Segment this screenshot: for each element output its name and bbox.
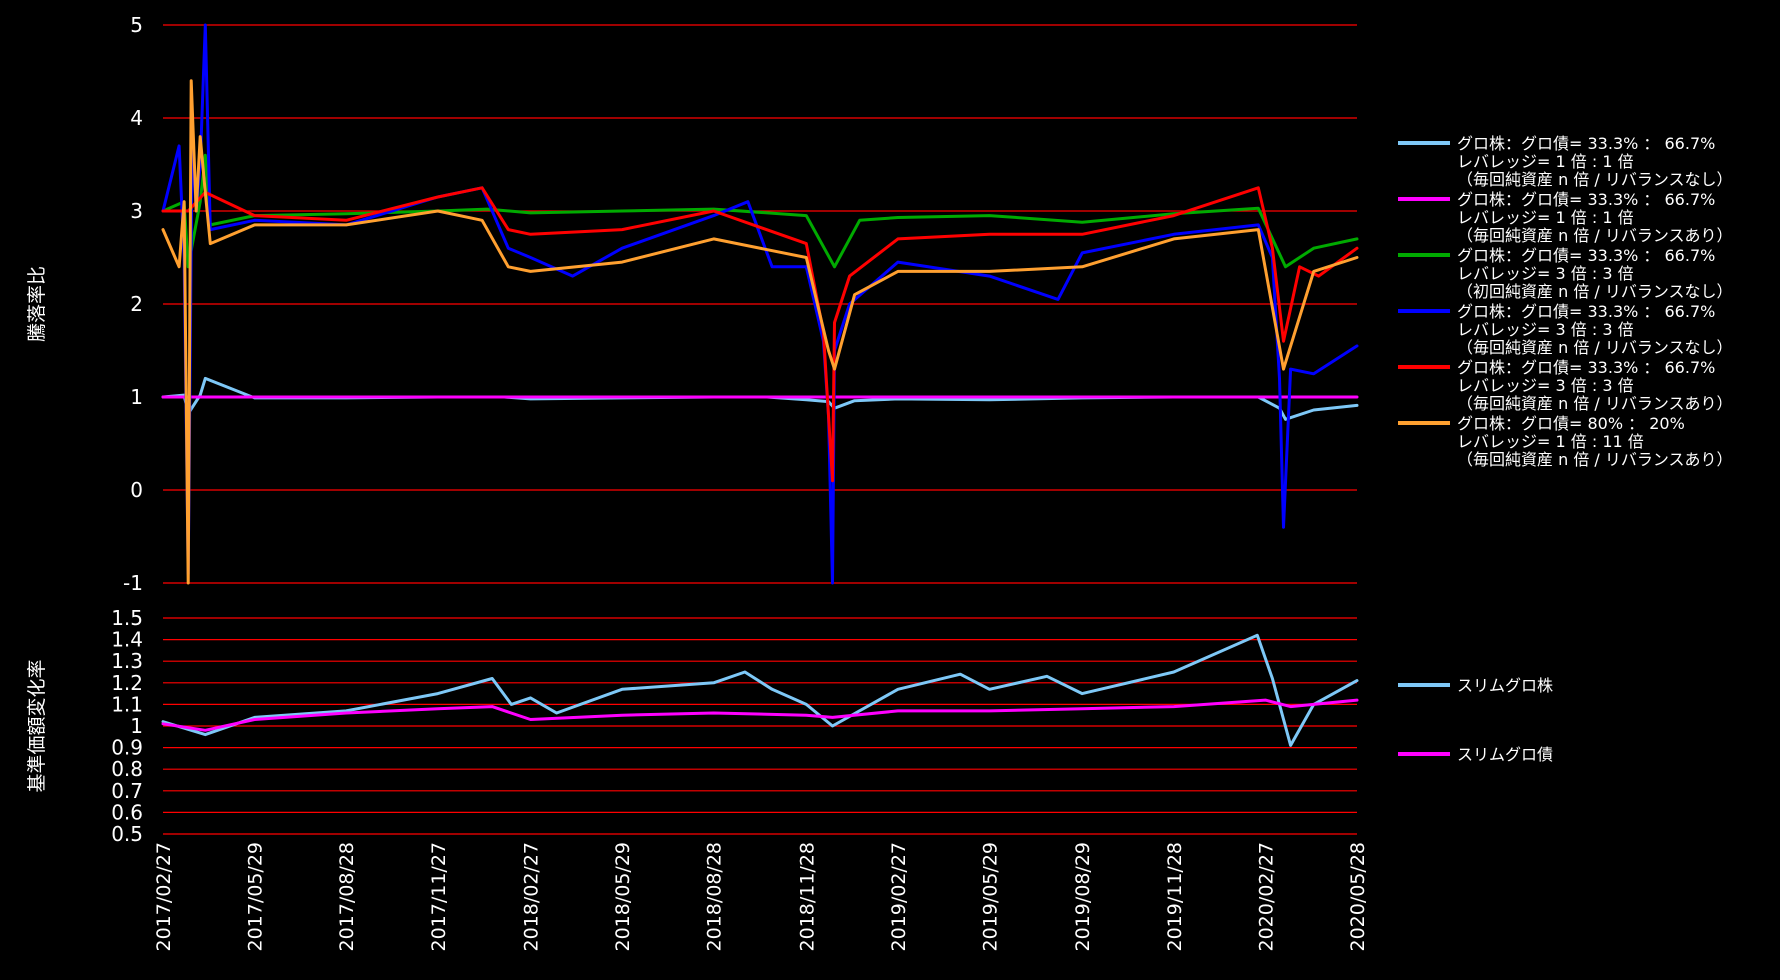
legend-label-1: グロ株：グロ債= 33.3% ： 66.7%レバレッジ= 1 倍 : 1 倍（毎… [1457, 134, 1733, 189]
x-tick-label: 2018/08/28 [704, 842, 726, 952]
y-tick-label: 0.8 [111, 757, 143, 781]
top-y-tick-labels: 5 4 3 2 1 0 -1 [123, 13, 143, 595]
y-tick-label: 1.1 [111, 692, 143, 716]
x-tick-labels: 2017/02/27 2017/05/29 2017/08/28 2017/11/27… [153, 842, 1369, 952]
y-tick-label: 5 [130, 13, 143, 37]
bottom-y-axis-label: 基準価額変化率 [26, 659, 48, 792]
y-tick-label: 1.5 [111, 606, 143, 630]
y-tick-label: 1 [130, 385, 143, 409]
x-tick-label: 2017/08/28 [336, 842, 358, 952]
legend-label-1: スリムグロ株 [1457, 676, 1553, 695]
y-tick-label: 0.5 [111, 822, 143, 846]
y-tick-label: 1.3 [111, 649, 143, 673]
bottom-series-group [161, 633, 1359, 747]
series-line-6 [161, 79, 1359, 585]
legend-label-6: グロ株：グロ債= 80% ： 20%レバレッジ= 1 倍 : 11 倍（毎回純資… [1457, 414, 1733, 469]
y-tick-label: 1.2 [111, 671, 143, 695]
series-line-1 [161, 633, 1359, 747]
legend-label-2: スリムグロ債 [1457, 745, 1553, 764]
top-y-axis-label: 騰落率比 [26, 266, 48, 342]
y-tick-label: 1.4 [111, 628, 143, 652]
y-tick-label: 0.7 [111, 779, 143, 803]
y-tick-label: -1 [123, 571, 143, 595]
y-tick-label: 4 [130, 106, 143, 130]
legend-label-5: グロ株：グロ債= 33.3% ： 66.7%レバレッジ= 3 倍 : 3 倍（毎… [1457, 358, 1733, 413]
x-tick-label: 2020/05/28 [1347, 842, 1369, 952]
x-tick-label: 2018/05/29 [612, 842, 634, 952]
y-tick-label: 0 [130, 478, 143, 502]
x-tick-label: 2017/02/27 [153, 842, 175, 952]
bottom-y-tick-labels: 1.51.41.31.21.110.90.80.70.60.5 [111, 606, 143, 846]
y-tick-label: 0.6 [111, 800, 143, 824]
top-legend: グロ株：グロ債= 33.3% ： 66.7%レバレッジ= 1 倍 : 1 倍（毎… [1398, 134, 1733, 469]
top-series-group [161, 23, 1359, 585]
legend-label-3: グロ株：グロ債= 33.3% ： 66.7%レバレッジ= 3 倍 : 3 倍（初… [1457, 246, 1733, 301]
x-tick-label: 2018/11/28 [796, 842, 818, 952]
y-tick-label: 0.9 [111, 736, 143, 760]
series-line-3 [161, 153, 1359, 269]
series-line-2 [161, 698, 1359, 732]
x-tick-label: 2018/02/27 [520, 842, 542, 952]
x-tick-label: 2020/02/27 [1255, 842, 1277, 952]
legend-label-4: グロ株：グロ債= 33.3% ： 66.7%レバレッジ= 3 倍 : 3 倍（毎… [1457, 302, 1733, 357]
x-tick-label: 2019/05/29 [980, 842, 1002, 952]
x-tick-label: 2017/11/27 [428, 842, 450, 952]
y-tick-label: 1 [130, 714, 143, 738]
x-tick-label: 2017/05/29 [245, 842, 267, 952]
y-tick-label: 3 [130, 199, 143, 223]
x-tick-label: 2019/11/28 [1164, 842, 1186, 952]
legend-label-2: グロ株：グロ債= 33.3% ： 66.7%レバレッジ= 1 倍 : 1 倍（毎… [1457, 190, 1733, 245]
x-tick-label: 2019/08/29 [1072, 842, 1094, 952]
y-tick-label: 2 [130, 292, 143, 316]
x-tick-label: 2019/02/27 [888, 842, 910, 952]
